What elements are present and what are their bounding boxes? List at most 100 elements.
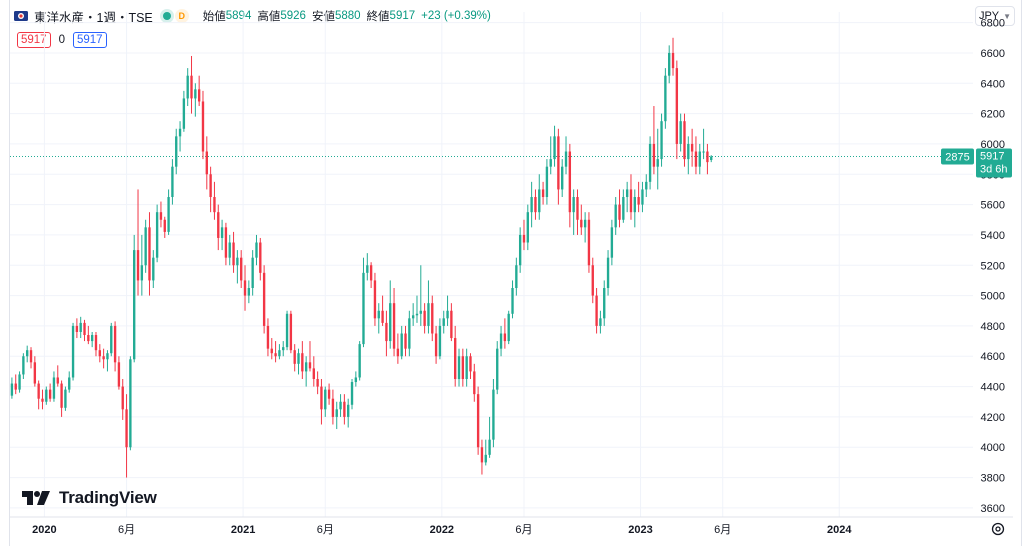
candle-body [68, 377, 71, 390]
tradingview-logo-icon [22, 491, 50, 505]
candle-body [56, 377, 59, 384]
candle-body [171, 166, 174, 198]
candle-body [442, 318, 445, 326]
y-axis[interactable]: 3600 3800 4000 4200 4400 4600 4800 5000 5200 5400… [981, 18, 1005, 515]
candle-body [117, 362, 121, 387]
y-tick-label: 4600 [981, 351, 1005, 363]
candle-body [320, 386, 323, 410]
x-axis[interactable]: 2020 6月 2021 6月 2022 6月 2023 6月 2024 [32, 524, 852, 536]
data-delay-badge[interactable]: D [174, 9, 189, 23]
candle-body [599, 318, 602, 326]
high-label: 高値 [257, 11, 281, 23]
candle-body [129, 359, 132, 448]
candle-body [645, 181, 648, 190]
candle-body [710, 156, 713, 161]
candle-body [90, 335, 94, 342]
candle-body [113, 325, 117, 363]
candle-body [595, 295, 598, 326]
candle-body [625, 189, 629, 198]
candle-body [159, 212, 163, 220]
market-status-icon[interactable] [162, 12, 171, 20]
candle-body [285, 313, 289, 348]
candle-body [266, 325, 270, 349]
candle-body [419, 310, 422, 314]
last-price-tag: 5917 [980, 151, 1004, 163]
candle-body [499, 333, 503, 349]
x-tick-label: 6月 [515, 524, 532, 536]
candle-body [404, 333, 407, 349]
currency-button[interactable]: JPY ▼ [975, 6, 1015, 26]
candle-body [289, 313, 293, 351]
candle-body [48, 389, 52, 399]
candle-body [461, 356, 465, 379]
candle-body [251, 257, 254, 289]
candle-body [652, 143, 656, 167]
candle-body [511, 288, 514, 314]
close-label: 終値 [366, 11, 390, 23]
tradingview-logo[interactable]: TradingView [22, 488, 157, 508]
candle-body [530, 197, 533, 213]
candle-body [454, 338, 457, 379]
candle-body [274, 353, 277, 357]
candle-body [26, 350, 29, 357]
y-tick-label: 3800 [981, 473, 1005, 485]
chart-frame [9, 0, 1022, 546]
indicator-middle-value: 0 [58, 34, 65, 46]
candle-body [702, 151, 705, 153]
candle-body [603, 288, 606, 319]
candle-body [561, 166, 564, 190]
candle-body [293, 350, 296, 364]
candle-body [354, 377, 358, 383]
candle-body [476, 394, 480, 448]
candle-body [427, 303, 430, 326]
candle-body [347, 404, 350, 417]
candle-body [110, 325, 113, 354]
gear-icon[interactable] [990, 521, 1006, 537]
indicator-left-value[interactable]: 5917 [17, 32, 51, 48]
candle-body [534, 197, 537, 213]
y-tick-label: 6000 [981, 139, 1005, 151]
candle-body [102, 356, 105, 360]
candle-body [369, 265, 373, 281]
candle-body [381, 310, 384, 323]
candle-body [52, 377, 56, 399]
candle-body [572, 197, 575, 213]
symbol-title[interactable]: 東洋水産・1週・TSE [34, 10, 153, 25]
candle-body [522, 234, 526, 243]
candle-body [22, 356, 25, 375]
candle-body [450, 310, 453, 339]
y-tick-label: 6400 [981, 78, 1005, 90]
candle-body [408, 318, 411, 349]
candle-body [121, 386, 124, 410]
candle-body [259, 242, 262, 273]
candle-body [587, 219, 591, 266]
candle-body [683, 121, 686, 160]
candle-body [343, 401, 346, 417]
candle-body [580, 219, 583, 228]
x-tick-label: 2021 [231, 524, 255, 536]
candle-body [228, 242, 231, 258]
grid-lines [10, 12, 973, 517]
low-value: 5880 [334, 10, 361, 22]
candles [10, 37, 713, 478]
candle-body [270, 348, 273, 354]
candle-body [45, 389, 48, 402]
candle-body [201, 101, 205, 152]
candle-body [415, 313, 419, 316]
candle-body [236, 257, 239, 266]
candle-body [308, 362, 312, 369]
indicator-right-value[interactable]: 5917 [73, 32, 107, 48]
candle-body [71, 325, 75, 378]
candle-body [362, 272, 365, 345]
y-tick-label: 4400 [981, 382, 1005, 394]
candle-body [247, 288, 251, 296]
candle-body [446, 310, 449, 319]
candle-body [473, 371, 476, 395]
y-tick-label: 5400 [981, 230, 1005, 242]
candle-body [350, 382, 354, 405]
candle-body [668, 52, 671, 76]
last-price-tag-bg [976, 148, 1012, 178]
candle-body [629, 189, 633, 213]
candle-body [434, 333, 438, 357]
